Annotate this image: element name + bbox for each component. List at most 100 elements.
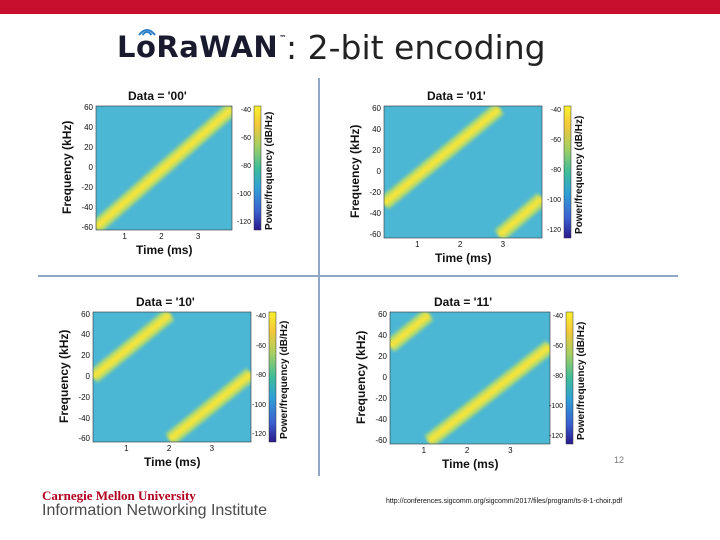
x-tick-label: 2 xyxy=(159,232,164,241)
x-tick-label: 2 xyxy=(457,240,463,249)
colorbar-tick-label: -100 xyxy=(546,197,561,204)
spectrogram-background xyxy=(93,312,251,442)
y-axis-label: Frequency (kHz) xyxy=(57,329,71,423)
chirp-trace xyxy=(167,371,251,442)
y-axis-label: Frequency (kHz) xyxy=(348,124,362,218)
spectrogram-svg xyxy=(95,105,262,231)
chirp-trace xyxy=(93,312,172,380)
y-tick-label: 0 xyxy=(85,372,90,381)
y-tick-label: -60 xyxy=(369,230,381,240)
spectrogram-panel-11: Data = '11' 60 40 20 0 -20 -40 -60 1 2 3 -40 -60 -80 -… xyxy=(352,290,610,474)
chirp-trace xyxy=(96,106,232,230)
colorbar-tick-label: -60 xyxy=(552,343,563,350)
colorbar-tick-label: -80 xyxy=(552,373,563,380)
spectrogram-panel-00: Data = '00' 60 40 20 0 -20 -40 -60 1 2 3 -40 -60 -80 -… xyxy=(58,86,303,268)
x-axis-label: Time (ms) xyxy=(442,457,499,471)
source-url: http://conferences.sigcomm.org/sigcomm/2… xyxy=(386,498,623,505)
colorbar-tick-label: -80 xyxy=(240,163,251,170)
colorbar-label: Power/frequency (dB/Hz) xyxy=(279,320,290,439)
y-tick-label: 60 xyxy=(81,309,90,319)
spectrogram-background xyxy=(390,312,550,444)
colorbar-label: Power/frequency (dB/Hz) xyxy=(264,111,275,230)
colorbar-tick-label: -40 xyxy=(552,313,563,320)
y-tick-label: 40 xyxy=(81,330,90,340)
chirp-trace xyxy=(390,312,431,349)
x-tick-label: 3 xyxy=(195,232,201,241)
x-tick-label: 3 xyxy=(209,444,215,453)
x-axis-label: Time (ms) xyxy=(435,251,492,265)
x-tick-label: 1 xyxy=(415,240,420,249)
x-tick-label: 2 xyxy=(464,446,470,455)
spectrogram-panel-10: Data = '10' 60 40 20 0 -20 -40 -60 1 2 3 -40 -60 -80 -… xyxy=(54,290,316,472)
colorbar-tick-label: -80 xyxy=(550,167,561,174)
slide-title: : 2-bit encoding xyxy=(286,28,546,67)
y-tick-label: 20 xyxy=(81,351,90,361)
y-tick-label: 60 xyxy=(372,103,381,113)
lorawan-logo: LoRaWAN™ xyxy=(117,29,287,64)
y-tick-label: 0 xyxy=(376,167,381,176)
y-tick-label: 20 xyxy=(372,145,381,155)
x-tick-label: 1 xyxy=(122,232,127,241)
colorbar-tick-label: -120 xyxy=(251,431,266,438)
x-axis-label: Time (ms) xyxy=(136,243,193,257)
x-axis-label: Time (ms) xyxy=(144,455,201,469)
x-tick-label: 3 xyxy=(500,240,506,249)
spectrogram-svg xyxy=(92,311,277,443)
ini-logo-text: Information Networking Institute xyxy=(42,502,267,519)
y-tick-label: -40 xyxy=(78,413,90,423)
y-tick-label: 20 xyxy=(378,351,387,361)
plot-frame xyxy=(95,105,233,231)
y-tick-label: -40 xyxy=(369,209,381,219)
y-tick-label: 40 xyxy=(372,124,381,134)
x-tick-label: 2 xyxy=(166,444,172,453)
y-axis-label: Frequency (kHz) xyxy=(354,330,368,424)
x-tick-label: 1 xyxy=(124,444,129,453)
chart-title: Data = '01' xyxy=(427,89,486,103)
y-tick-label: -20 xyxy=(369,188,381,198)
y-tick-label: 60 xyxy=(378,309,387,319)
signal-wave-icon xyxy=(138,29,156,36)
y-tick-label: 40 xyxy=(84,123,93,133)
chart-title: Data = '10' xyxy=(136,295,195,309)
y-tick-label: 0 xyxy=(88,163,93,172)
colorbar-label: Power/frequency (dB/Hz) xyxy=(574,115,585,234)
y-tick-label: -20 xyxy=(375,394,387,404)
spectrogram-svg xyxy=(383,105,572,239)
colorbar-tick-label: -40 xyxy=(240,107,251,114)
plot-frame xyxy=(389,311,551,445)
colorbar xyxy=(565,311,574,445)
y-tick-label: 0 xyxy=(382,373,387,382)
y-tick-label: -40 xyxy=(81,202,93,212)
colorbar-tick-label: -40 xyxy=(550,107,561,114)
chirp-trace xyxy=(384,106,502,206)
trademark-mark: ™ xyxy=(279,34,287,42)
colorbar-tick-label: -100 xyxy=(236,191,251,198)
colorbar-label: Power/frequency (dB/Hz) xyxy=(576,321,587,440)
colorbar-tick-label: -120 xyxy=(548,433,563,440)
plot-frame xyxy=(383,105,543,239)
colorbar xyxy=(563,105,572,239)
y-tick-label: -20 xyxy=(81,182,93,192)
plot-frame xyxy=(92,311,252,443)
accent-bar xyxy=(0,0,720,14)
colorbar xyxy=(253,105,262,231)
logo-text: LoRaWAN xyxy=(117,30,279,64)
spectrogram-svg xyxy=(389,311,574,445)
colorbar-tick-label: -60 xyxy=(240,135,251,142)
y-tick-label: 20 xyxy=(84,143,93,153)
colorbar-tick-label: -40 xyxy=(255,313,266,320)
colorbar-tick-label: -80 xyxy=(255,372,266,379)
y-tick-label: -40 xyxy=(375,415,387,425)
chart-title: Data = '00' xyxy=(128,89,187,103)
chirp-trace xyxy=(427,343,550,444)
colorbar-tick-label: -120 xyxy=(546,227,561,234)
y-tick-label: -60 xyxy=(81,222,93,232)
chart-title: Data = '11' xyxy=(434,295,493,309)
y-tick-label: -60 xyxy=(78,434,90,444)
colorbar-tick-label: -60 xyxy=(550,137,561,144)
colorbar-tick-label: -120 xyxy=(236,219,251,226)
spectrogram-panel-01: Data = '01' 60 40 20 0 -20 -40 -60 1 2 3 -40 -60 -80 -… xyxy=(348,84,620,272)
y-tick-label: -60 xyxy=(375,436,387,446)
colorbar-tick-label: -60 xyxy=(255,342,266,350)
cmu-logo-text: Carnegie Mellon University xyxy=(42,488,196,503)
